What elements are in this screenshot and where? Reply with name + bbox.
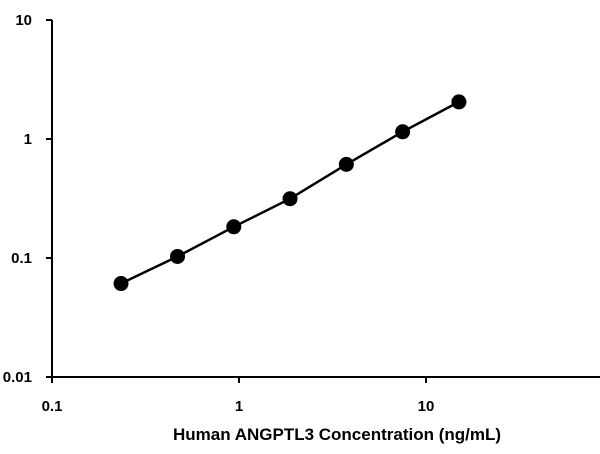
series-layer [113,94,467,292]
data-point [451,94,467,110]
plot-area [51,20,600,378]
data-point [170,248,186,264]
data-point [395,124,411,140]
y-axis-ticks: 0.01 0.1 1 10 [3,12,52,386]
x-axis-label: Human ANGPTL3 Concentration (ng/mL) [173,425,501,444]
data-point [338,156,354,172]
y-tick-label: 1 [24,131,32,148]
y-tick-label: 0.1 [11,250,32,267]
x-tick-label: 0.1 [42,398,63,415]
y-tick-label: 0.01 [3,369,32,386]
data-point [282,191,298,207]
y-tick-label: 10 [15,12,32,29]
x-tick-label: 1 [235,398,243,415]
data-point [113,276,129,292]
data-point [226,219,242,235]
x-axis-ticks: 0.1 1 10 [42,377,435,415]
x-tick-label: 10 [418,398,435,415]
